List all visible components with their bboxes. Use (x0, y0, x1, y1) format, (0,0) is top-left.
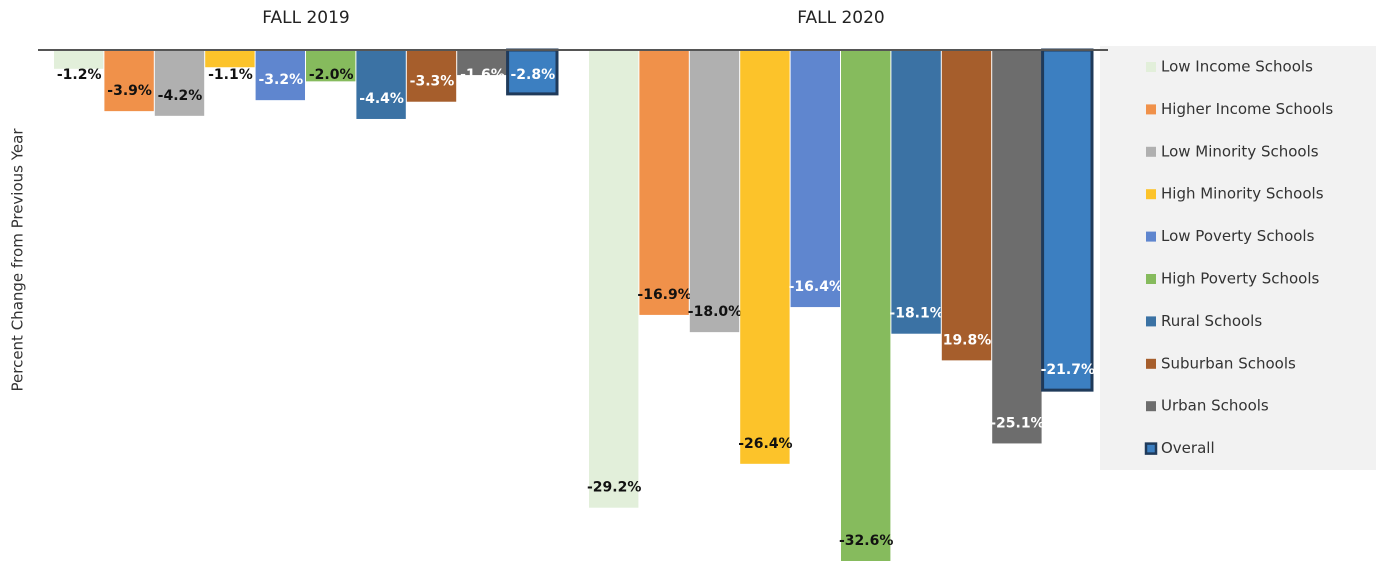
legend-label: Overall (1161, 439, 1215, 457)
bar (506, 48, 559, 96)
y-axis-label: Percent Change from Previous Year (9, 128, 27, 392)
data-label: -1.1% (208, 67, 253, 83)
legend-swatch (1146, 189, 1156, 200)
category-label: FALL 2020 (797, 8, 884, 28)
data-label: -25.1% (990, 415, 1044, 431)
legend-label: Low Income Schools (1161, 58, 1313, 76)
bar (1041, 48, 1094, 392)
legend-swatch (1146, 146, 1156, 157)
data-label: -2.8% (510, 67, 555, 83)
data-label: -3.2% (258, 72, 303, 88)
legend-swatch (1146, 316, 1156, 327)
data-label: -1.2% (57, 67, 102, 83)
bar (104, 50, 154, 112)
bar (356, 50, 406, 119)
bar (992, 50, 1042, 444)
legend-swatch (1146, 104, 1156, 115)
bar (941, 50, 992, 361)
bar (457, 50, 507, 76)
bar (54, 50, 104, 69)
data-label: -4.4% (359, 91, 404, 107)
data-label: -26.4% (738, 436, 792, 452)
data-label: -16.4% (789, 279, 843, 295)
bar (154, 50, 205, 116)
legend-swatch (1146, 401, 1156, 412)
bar (255, 50, 305, 101)
data-label: -21.7% (1041, 362, 1095, 378)
bar (891, 50, 941, 334)
legend-swatch (1146, 62, 1156, 72)
bar (740, 50, 790, 464)
legend-panel (1100, 46, 1376, 470)
data-label: -3.3% (410, 74, 455, 90)
data-label: -3.9% (107, 83, 152, 99)
legend-swatch (1144, 442, 1158, 455)
bar (306, 50, 356, 82)
data-label: 19.8% (943, 332, 992, 348)
data-label: -4.2% (158, 88, 203, 104)
legend-swatch (1146, 231, 1156, 242)
bar (841, 50, 891, 561)
legend-label: Rural Schools (1161, 312, 1262, 330)
legend-label: Low Poverty Schools (1161, 227, 1315, 245)
bar (406, 50, 457, 102)
legend-label: Higher Income Schools (1161, 100, 1333, 118)
legend-label: Suburban Schools (1161, 354, 1296, 372)
bar (639, 50, 689, 315)
data-label: -16.9% (637, 287, 691, 303)
legend-label: Urban Schools (1161, 397, 1269, 415)
bar (790, 50, 840, 308)
category-label: FALL 2019 (262, 8, 349, 28)
data-label: -29.2% (587, 480, 641, 496)
legend-label: High Poverty Schools (1161, 270, 1320, 288)
data-label: -32.6% (839, 533, 893, 549)
bar (589, 50, 639, 508)
bar (205, 50, 255, 68)
legend-label: Low Minority Schools (1161, 142, 1319, 160)
legend-swatch (1146, 274, 1156, 284)
bar (689, 50, 740, 333)
legend-label: High Minority Schools (1161, 185, 1324, 203)
data-label: -18.0% (688, 304, 742, 320)
legend-swatch (1146, 358, 1156, 369)
data-label: -18.1% (889, 306, 943, 322)
data-label: -1.6% (460, 67, 505, 83)
data-label: -2.0% (309, 67, 354, 83)
